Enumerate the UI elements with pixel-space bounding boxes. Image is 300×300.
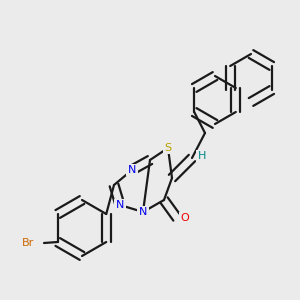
Text: S: S — [164, 143, 172, 153]
Text: N: N — [116, 200, 124, 210]
Text: Br: Br — [22, 238, 34, 248]
Text: H: H — [198, 151, 206, 161]
Text: O: O — [180, 213, 189, 223]
Text: N: N — [128, 165, 136, 175]
Text: N: N — [139, 207, 147, 217]
